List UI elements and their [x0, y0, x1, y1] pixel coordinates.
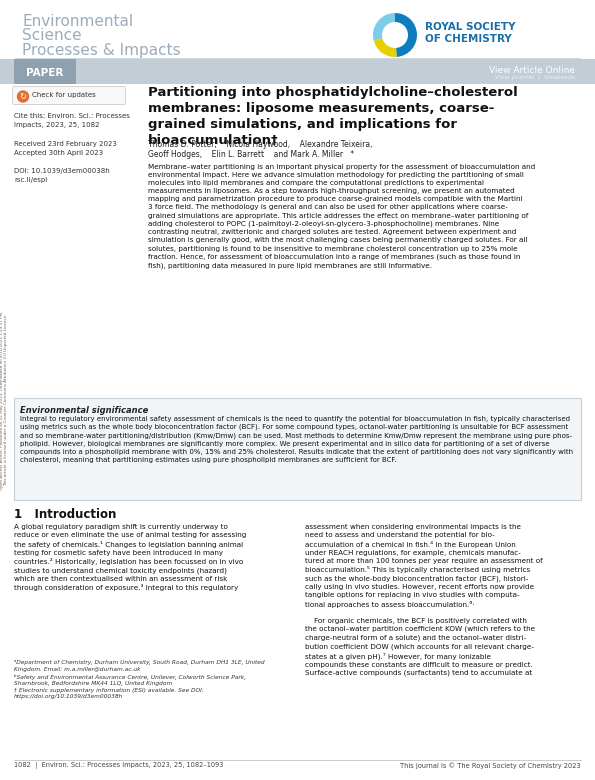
Text: Partitioning into phosphatidylcholine–cholesterol
membranes: liposome measuremen: Partitioning into phosphatidylcholine–ch…	[148, 86, 518, 147]
Text: This journal is © The Royal Society of Chemistry 2023: This journal is © The Royal Society of C…	[400, 762, 581, 768]
Text: Membrane–water partitioning is an important physical property for the assessment: Membrane–water partitioning is an import…	[148, 164, 536, 268]
Wedge shape	[395, 13, 417, 57]
Wedge shape	[373, 13, 395, 41]
Text: Environmental significance: Environmental significance	[20, 406, 148, 415]
Text: View Article Online: View Article Online	[489, 66, 575, 75]
Text: ᵃDepartment of Chemistry, Durham University, South Road, Durham DH1 3LE, United
: ᵃDepartment of Chemistry, Durham Univers…	[14, 660, 265, 700]
Text: ↻: ↻	[20, 92, 27, 101]
Text: 1   Introduction: 1 Introduction	[14, 508, 117, 521]
Bar	[0, 59, 595, 84]
Text: Thomas D. Potter,    Nicola Haywood,    Alexandre Teixeira,: Thomas D. Potter, Nicola Haywood, Alexan…	[148, 140, 372, 149]
Text: PAPER: PAPER	[26, 68, 64, 77]
Text: Open Access Article. Published on 02 May 2023. Downloaded on 8/11/2023 1:29:37 P: Open Access Article. Published on 02 May…	[0, 310, 8, 490]
Text: 1082  |  Environ. Sci.: Processes Impacts, 2023, 25, 1082–1093: 1082 | Environ. Sci.: Processes Impacts,…	[14, 762, 223, 769]
Text: A global regulatory paradigm shift is currently underway to
reduce or even elimi: A global regulatory paradigm shift is cu…	[14, 524, 246, 591]
Text: Integral to regulatory environmental safety assessment of chemicals is the need : Integral to regulatory environmental saf…	[20, 416, 573, 463]
Text: View Journal  |  Viewissue: View Journal | Viewissue	[495, 75, 575, 80]
Wedge shape	[374, 38, 397, 57]
Text: Science: Science	[22, 28, 82, 43]
Bar	[14, 59, 76, 84]
Text: Check for updates: Check for updates	[32, 93, 96, 98]
Bar	[14, 398, 581, 500]
Text: OF CHEMISTRY: OF CHEMISTRY	[425, 34, 512, 44]
Circle shape	[17, 91, 29, 102]
Text: assessment when considering environmental impacts is the
need to assess and unde: assessment when considering environmenta…	[305, 524, 543, 676]
Text: Environmental: Environmental	[22, 14, 133, 29]
Text: Geoff Hodges,    Elin L. Barrett    and Mark A. Miller   *: Geoff Hodges, Elin L. Barrett and Mark A…	[148, 150, 354, 159]
Text: Processes & Impacts: Processes & Impacts	[22, 43, 181, 58]
Text: Received 23rd February 2023
Accepted 30th April 2023

DOI: 10.1039/d3em00038h
rs: Received 23rd February 2023 Accepted 30t…	[14, 141, 117, 183]
Text: Cite this: Environ. Sci.: Processes
Impacts, 2023, 25, 1082: Cite this: Environ. Sci.: Processes Impa…	[14, 113, 130, 127]
FancyBboxPatch shape	[12, 87, 126, 105]
Text: ROYAL SOCIETY: ROYAL SOCIETY	[425, 22, 515, 32]
